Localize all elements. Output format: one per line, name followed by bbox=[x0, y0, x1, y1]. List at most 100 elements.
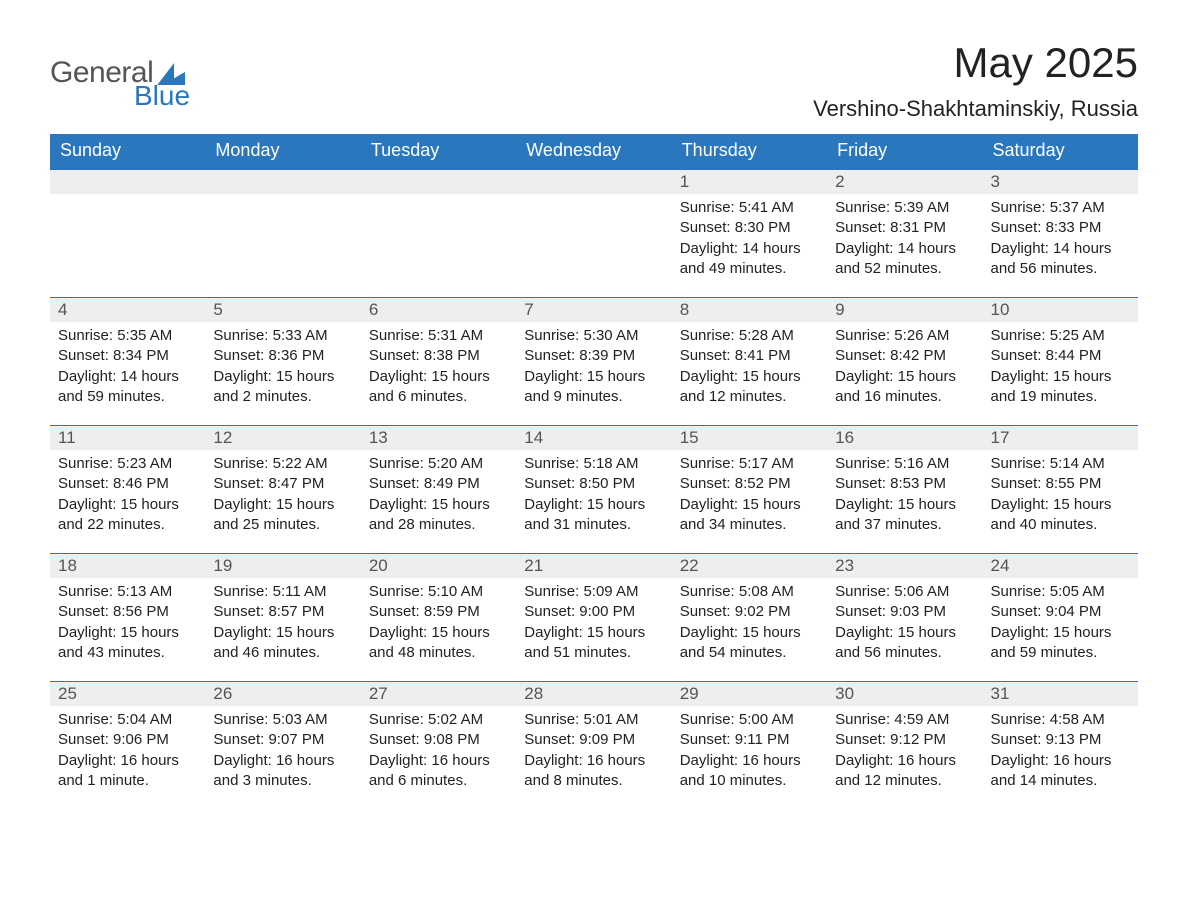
day-sunset: Sunset: 8:39 PM bbox=[524, 346, 663, 366]
day-sunrise: Sunrise: 5:37 AM bbox=[991, 198, 1130, 218]
day-daylight2: and 2 minutes. bbox=[213, 387, 352, 407]
day-sunset: Sunset: 9:13 PM bbox=[991, 730, 1130, 750]
day-sunrise: Sunrise: 5:17 AM bbox=[680, 454, 819, 474]
day-sunrise: Sunrise: 5:09 AM bbox=[524, 582, 663, 602]
day-sunrise: Sunrise: 5:28 AM bbox=[680, 326, 819, 346]
day-daylight1: Daylight: 14 hours bbox=[991, 239, 1130, 259]
day-body: Sunrise: 5:11 AMSunset: 8:57 PMDaylight:… bbox=[205, 578, 360, 681]
day-sunrise: Sunrise: 5:20 AM bbox=[369, 454, 508, 474]
day-body: Sunrise: 5:39 AMSunset: 8:31 PMDaylight:… bbox=[827, 194, 982, 297]
title-block: May 2025 Vershino-Shakhtaminskiy, Russia bbox=[813, 40, 1138, 122]
day-sunrise: Sunrise: 5:04 AM bbox=[58, 710, 197, 730]
day-number-empty bbox=[516, 170, 671, 194]
day-sunset: Sunset: 8:38 PM bbox=[369, 346, 508, 366]
day-sunrise: Sunrise: 5:30 AM bbox=[524, 326, 663, 346]
weekday-header: Wednesday bbox=[516, 134, 671, 170]
day-cell: 14Sunrise: 5:18 AMSunset: 8:50 PMDayligh… bbox=[516, 426, 671, 554]
logo-text-blue: Blue bbox=[134, 82, 190, 110]
day-daylight2: and 59 minutes. bbox=[991, 643, 1130, 663]
day-body: Sunrise: 5:14 AMSunset: 8:55 PMDaylight:… bbox=[983, 450, 1138, 553]
day-number: 17 bbox=[983, 426, 1138, 450]
day-sunrise: Sunrise: 5:03 AM bbox=[213, 710, 352, 730]
day-body: Sunrise: 5:09 AMSunset: 9:00 PMDaylight:… bbox=[516, 578, 671, 681]
day-daylight1: Daylight: 15 hours bbox=[680, 495, 819, 515]
day-number: 2 bbox=[827, 170, 982, 194]
day-cell: 17Sunrise: 5:14 AMSunset: 8:55 PMDayligh… bbox=[983, 426, 1138, 554]
day-sunset: Sunset: 8:36 PM bbox=[213, 346, 352, 366]
day-sunrise: Sunrise: 5:35 AM bbox=[58, 326, 197, 346]
day-body: Sunrise: 5:26 AMSunset: 8:42 PMDaylight:… bbox=[827, 322, 982, 425]
day-cell bbox=[50, 170, 205, 298]
day-cell: 1Sunrise: 5:41 AMSunset: 8:30 PMDaylight… bbox=[672, 170, 827, 298]
day-number: 28 bbox=[516, 682, 671, 706]
day-sunset: Sunset: 8:30 PM bbox=[680, 218, 819, 238]
day-daylight2: and 37 minutes. bbox=[835, 515, 974, 535]
day-number: 11 bbox=[50, 426, 205, 450]
day-daylight1: Daylight: 15 hours bbox=[213, 367, 352, 387]
day-daylight2: and 59 minutes. bbox=[58, 387, 197, 407]
day-number: 22 bbox=[672, 554, 827, 578]
day-daylight2: and 56 minutes. bbox=[991, 259, 1130, 279]
week-row: 11Sunrise: 5:23 AMSunset: 8:46 PMDayligh… bbox=[50, 426, 1138, 554]
day-number: 26 bbox=[205, 682, 360, 706]
day-number: 24 bbox=[983, 554, 1138, 578]
day-cell bbox=[516, 170, 671, 298]
day-daylight2: and 51 minutes. bbox=[524, 643, 663, 663]
day-body-empty bbox=[361, 194, 516, 284]
day-sunset: Sunset: 9:06 PM bbox=[58, 730, 197, 750]
day-cell: 31Sunrise: 4:58 AMSunset: 9:13 PMDayligh… bbox=[983, 682, 1138, 810]
day-daylight1: Daylight: 16 hours bbox=[369, 751, 508, 771]
day-sunset: Sunset: 9:00 PM bbox=[524, 602, 663, 622]
week-row: 18Sunrise: 5:13 AMSunset: 8:56 PMDayligh… bbox=[50, 554, 1138, 682]
day-daylight1: Daylight: 16 hours bbox=[680, 751, 819, 771]
day-daylight2: and 8 minutes. bbox=[524, 771, 663, 791]
day-sunrise: Sunrise: 5:06 AM bbox=[835, 582, 974, 602]
day-body: Sunrise: 5:41 AMSunset: 8:30 PMDaylight:… bbox=[672, 194, 827, 297]
day-sunset: Sunset: 8:34 PM bbox=[58, 346, 197, 366]
day-sunset: Sunset: 8:55 PM bbox=[991, 474, 1130, 494]
day-daylight2: and 12 minutes. bbox=[680, 387, 819, 407]
day-body-empty bbox=[50, 194, 205, 284]
day-number-empty bbox=[50, 170, 205, 194]
day-sunset: Sunset: 8:44 PM bbox=[991, 346, 1130, 366]
day-daylight2: and 16 minutes. bbox=[835, 387, 974, 407]
weekday-header: Thursday bbox=[672, 134, 827, 170]
day-daylight2: and 28 minutes. bbox=[369, 515, 508, 535]
day-number: 5 bbox=[205, 298, 360, 322]
day-daylight1: Daylight: 15 hours bbox=[524, 367, 663, 387]
day-daylight2: and 56 minutes. bbox=[835, 643, 974, 663]
day-number: 15 bbox=[672, 426, 827, 450]
calendar-page: General Blue May 2025 Vershino-Shakhtami… bbox=[0, 0, 1188, 849]
day-sunset: Sunset: 8:31 PM bbox=[835, 218, 974, 238]
day-number: 30 bbox=[827, 682, 982, 706]
day-cell: 25Sunrise: 5:04 AMSunset: 9:06 PMDayligh… bbox=[50, 682, 205, 810]
day-cell: 22Sunrise: 5:08 AMSunset: 9:02 PMDayligh… bbox=[672, 554, 827, 682]
day-cell: 8Sunrise: 5:28 AMSunset: 8:41 PMDaylight… bbox=[672, 298, 827, 426]
day-cell bbox=[361, 170, 516, 298]
calendar-head: SundayMondayTuesdayWednesdayThursdayFrid… bbox=[50, 134, 1138, 170]
day-daylight2: and 12 minutes. bbox=[835, 771, 974, 791]
week-row: 1Sunrise: 5:41 AMSunset: 8:30 PMDaylight… bbox=[50, 170, 1138, 298]
day-daylight1: Daylight: 15 hours bbox=[524, 495, 663, 515]
day-cell: 2Sunrise: 5:39 AMSunset: 8:31 PMDaylight… bbox=[827, 170, 982, 298]
day-number: 9 bbox=[827, 298, 982, 322]
day-daylight2: and 19 minutes. bbox=[991, 387, 1130, 407]
day-sunrise: Sunrise: 5:25 AM bbox=[991, 326, 1130, 346]
day-body: Sunrise: 5:13 AMSunset: 8:56 PMDaylight:… bbox=[50, 578, 205, 681]
day-cell: 4Sunrise: 5:35 AMSunset: 8:34 PMDaylight… bbox=[50, 298, 205, 426]
day-daylight1: Daylight: 15 hours bbox=[835, 495, 974, 515]
day-body: Sunrise: 5:05 AMSunset: 9:04 PMDaylight:… bbox=[983, 578, 1138, 681]
day-sunset: Sunset: 9:02 PM bbox=[680, 602, 819, 622]
day-body: Sunrise: 5:03 AMSunset: 9:07 PMDaylight:… bbox=[205, 706, 360, 809]
day-body: Sunrise: 5:01 AMSunset: 9:09 PMDaylight:… bbox=[516, 706, 671, 809]
weekday-header: Saturday bbox=[983, 134, 1138, 170]
day-number: 19 bbox=[205, 554, 360, 578]
day-cell: 28Sunrise: 5:01 AMSunset: 9:09 PMDayligh… bbox=[516, 682, 671, 810]
day-body: Sunrise: 5:06 AMSunset: 9:03 PMDaylight:… bbox=[827, 578, 982, 681]
day-cell: 16Sunrise: 5:16 AMSunset: 8:53 PMDayligh… bbox=[827, 426, 982, 554]
day-sunrise: Sunrise: 5:11 AM bbox=[213, 582, 352, 602]
day-number: 18 bbox=[50, 554, 205, 578]
day-cell: 19Sunrise: 5:11 AMSunset: 8:57 PMDayligh… bbox=[205, 554, 360, 682]
location-label: Vershino-Shakhtaminskiy, Russia bbox=[813, 96, 1138, 122]
day-daylight1: Daylight: 16 hours bbox=[524, 751, 663, 771]
